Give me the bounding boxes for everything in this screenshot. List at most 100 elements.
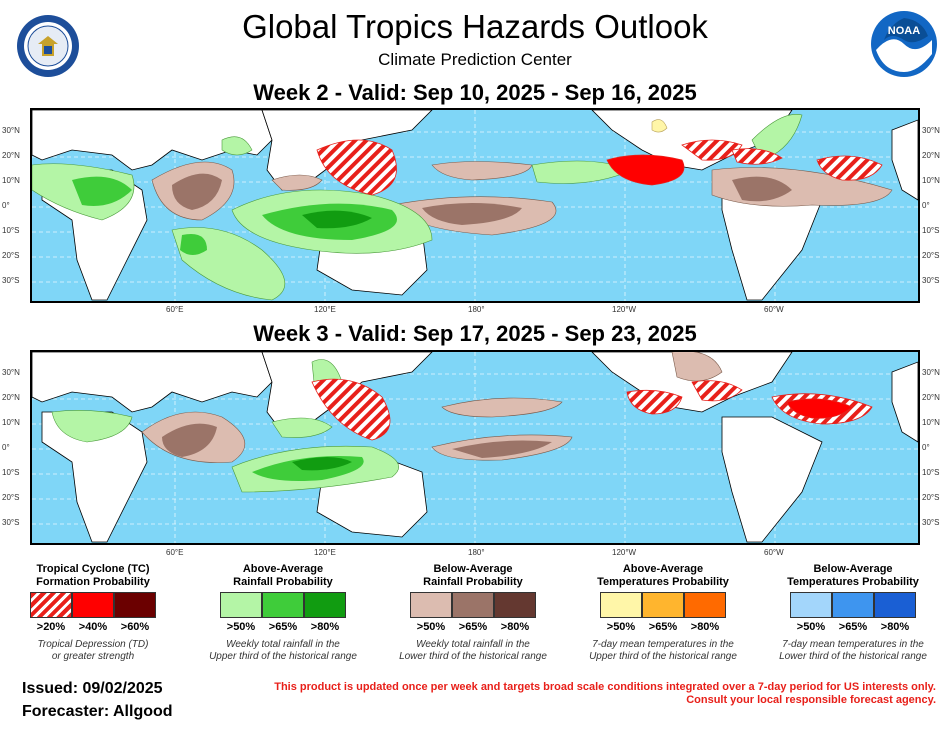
lat-label: 20°N <box>2 393 20 402</box>
legend-description: Tropical Depression (TD) or greater stren… <box>37 639 149 662</box>
legend-label: >50% <box>796 621 826 633</box>
lon-label: 120°E <box>314 548 336 557</box>
legend-above-temperature: Above-Average Temperatures Probability >5… <box>578 563 748 663</box>
legend-label: >20% <box>36 621 66 633</box>
lon-label: 120°W <box>612 305 637 314</box>
legend: Tropical Cyclone (TC) Formation Probabili… <box>0 563 950 673</box>
lat-label: 30°S <box>922 518 940 527</box>
lat-label: 20°N <box>922 151 940 160</box>
lat-label: 30°S <box>2 518 20 527</box>
svg-text:NOAA: NOAA <box>888 25 920 37</box>
legend-swatch <box>642 592 684 618</box>
lon-label: 60°E <box>166 305 184 314</box>
lon-label: 180° <box>468 305 485 314</box>
lat-label: 0° <box>2 201 10 210</box>
legend-label: >50% <box>606 621 636 633</box>
lat-label: 10°S <box>922 468 940 477</box>
legend-label: >65% <box>838 621 868 633</box>
lat-label: 10°S <box>922 226 940 235</box>
lat-label: 10°N <box>2 176 20 185</box>
lat-label: 0° <box>922 443 930 452</box>
legend-swatch <box>114 592 156 618</box>
legend-swatch <box>452 592 494 618</box>
lat-label: 30°S <box>922 276 940 285</box>
lat-label: 20°N <box>922 393 940 402</box>
legend-swatch <box>30 592 72 618</box>
legend-label: >65% <box>458 621 488 633</box>
legend-swatch <box>790 592 832 618</box>
lon-label: 180° <box>468 548 485 557</box>
week3-lon-axis: 60°E 120°E 180° 120°W 60°W <box>0 548 950 560</box>
legend-description: Weekly total rainfall in the Lower third … <box>399 639 547 662</box>
legend-description: 7-day mean temperatures in the Lower thir… <box>779 639 927 662</box>
legend-label: >65% <box>648 621 678 633</box>
legend-below-rainfall: Below-Average Rainfall Probability >50% >… <box>388 563 558 663</box>
lat-label: 30°N <box>922 126 940 135</box>
legend-label: >60% <box>120 621 150 633</box>
lat-label: 10°N <box>922 176 940 185</box>
lon-label: 120°W <box>612 548 637 557</box>
legend-swatch <box>832 592 874 618</box>
noaa-logo: NOAA <box>870 10 938 78</box>
lat-label: 20°S <box>922 251 940 260</box>
week2-lon-axis: 60°E 120°E 180° 120°W 60°W <box>0 305 950 317</box>
legend-label: >80% <box>690 621 720 633</box>
commerce-seal-logo <box>16 14 80 78</box>
lat-label: 20°N <box>2 151 20 160</box>
forecaster-name: Forecaster: Allgood <box>22 703 173 720</box>
legend-title: Below-Average Rainfall Probability <box>423 563 523 588</box>
week3-lat-axis-left: 30°N 20°N 10°N 0° 10°S 20°S 30°S <box>2 350 30 545</box>
legend-label: >50% <box>226 621 256 633</box>
lon-label: 120°E <box>314 305 336 314</box>
legend-swatch <box>410 592 452 618</box>
issued-date: Issued: 09/02/2025 <box>22 680 163 697</box>
lon-label: 60°E <box>166 548 184 557</box>
legend-swatch <box>684 592 726 618</box>
lat-label: 10°N <box>922 418 940 427</box>
legend-title: Above-Average Temperatures Probability <box>597 563 729 588</box>
legend-swatch <box>304 592 346 618</box>
lat-label: 10°S <box>2 468 20 477</box>
legend-above-rainfall: Above-Average Rainfall Probability >50% >… <box>198 563 368 663</box>
week2-map <box>30 108 920 303</box>
legend-swatch <box>600 592 642 618</box>
week2-lat-axis-right: 30°N 20°N 10°N 0° 10°S 20°S 30°S <box>922 108 950 303</box>
legend-swatch <box>494 592 536 618</box>
lat-label: 10°S <box>2 226 20 235</box>
legend-label: >65% <box>268 621 298 633</box>
legend-title: Below-Average Temperatures Probability <box>787 563 919 588</box>
legend-label: >80% <box>500 621 530 633</box>
legend-swatch <box>874 592 916 618</box>
legend-swatch <box>262 592 304 618</box>
lat-label: 20°S <box>922 493 940 502</box>
page-title: Global Tropics Hazards Outlook <box>242 8 708 45</box>
week3-lat-axis-right: 30°N 20°N 10°N 0° 10°S 20°S 30°S <box>922 350 950 545</box>
legend-title: Tropical Cyclone (TC) Formation Probabili… <box>36 563 150 588</box>
lat-label: 10°N <box>2 418 20 427</box>
lat-label: 30°S <box>2 276 20 285</box>
week3-title: Week 3 - Valid: Sep 17, 2025 - Sep 23, 2… <box>253 321 697 346</box>
legend-label: >80% <box>310 621 340 633</box>
legend-below-temperature: Below-Average Temperatures Probability >5… <box>768 563 938 663</box>
lat-label: 0° <box>922 201 930 210</box>
legend-label: >80% <box>880 621 910 633</box>
legend-label: >50% <box>416 621 446 633</box>
lat-label: 0° <box>2 443 10 452</box>
week3-map <box>30 350 920 545</box>
lat-label: 30°N <box>2 368 20 377</box>
update-notice: This product is updated once per week an… <box>274 681 936 706</box>
week2-title: Week 2 - Valid: Sep 10, 2025 - Sep 16, 2… <box>253 80 697 105</box>
lon-label: 60°W <box>764 548 784 557</box>
legend-swatch <box>220 592 262 618</box>
lat-label: 20°S <box>2 493 20 502</box>
legend-description: 7-day mean temperatures in the Upper thir… <box>589 639 737 662</box>
lon-label: 60°W <box>764 305 784 314</box>
week2-lat-axis-left: 30°N 20°N 10°N 0° 10°S 20°S 30°S <box>2 108 30 303</box>
legend-swatch <box>72 592 114 618</box>
legend-description: Weekly total rainfall in the Upper third … <box>209 639 357 662</box>
lat-label: 30°N <box>2 126 20 135</box>
legend-label: >40% <box>78 621 108 633</box>
lat-label: 30°N <box>922 368 940 377</box>
legend-tc: Tropical Cyclone (TC) Formation Probabili… <box>8 563 178 663</box>
lat-label: 20°S <box>2 251 20 260</box>
